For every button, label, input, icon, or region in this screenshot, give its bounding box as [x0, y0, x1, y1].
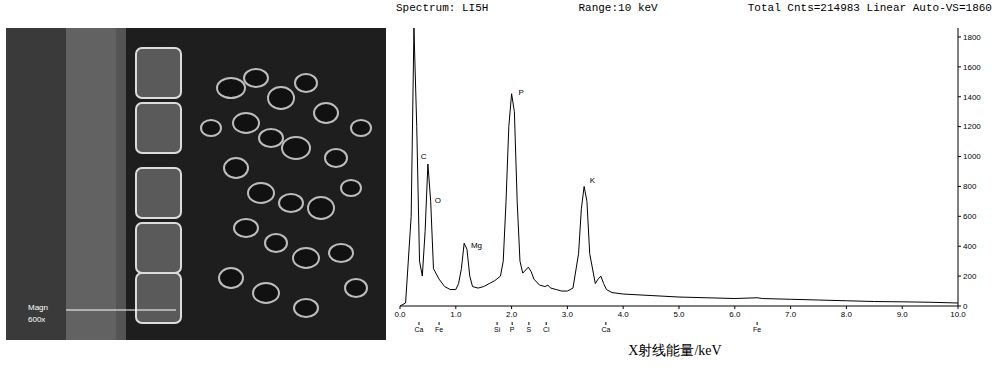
html-text:Range:10 keV: Range:10 keV — [578, 2, 658, 14]
svg-text:4.0: 4.0 — [618, 310, 630, 319]
svg-text:Mg: Mg — [471, 241, 482, 250]
svg-text:1.0: 1.0 — [450, 310, 462, 319]
html-text:X射线能量/keV: X射线能量/keV — [628, 343, 722, 358]
svg-text:1000: 1000 — [963, 152, 981, 161]
svg-text:Fe: Fe — [435, 326, 443, 333]
svg-text:Ca: Ca — [414, 326, 423, 333]
svg-text:P: P — [510, 326, 515, 333]
svg-text:K: K — [590, 176, 596, 185]
svg-text:Magn: Magn — [28, 303, 48, 312]
svg-text:200: 200 — [963, 272, 977, 281]
html-text:Total Cnts=214983 Linear Auto-: Total Cnts=214983 Linear Auto-VS=1860 — [747, 2, 992, 14]
html-text:Spectrum: LI5H: Spectrum: LI5H — [396, 2, 489, 14]
svg-text:Si: Si — [494, 326, 501, 333]
svg-text:5.0: 5.0 — [673, 310, 685, 319]
svg-text:10.0: 10.0 — [950, 310, 966, 319]
svg-text:S: S — [527, 326, 532, 333]
svg-text:0: 0 — [963, 302, 968, 311]
svg-text:Cl: Cl — [543, 326, 550, 333]
svg-text:8.0: 8.0 — [841, 310, 853, 319]
svg-text:1800: 1800 — [963, 33, 981, 42]
svg-text:400: 400 — [963, 242, 977, 251]
svg-text:600: 600 — [963, 212, 977, 221]
svg-text:1400: 1400 — [963, 93, 981, 102]
svg-text:Fe: Fe — [753, 326, 761, 333]
svg-text:P: P — [518, 88, 523, 97]
svg-text:9.0: 9.0 — [897, 310, 909, 319]
svg-text:0.0: 0.0 — [394, 310, 406, 319]
svg-text:O: O — [435, 196, 441, 205]
svg-text:800: 800 — [963, 182, 977, 191]
svg-text:600x: 600x — [28, 315, 45, 324]
svg-text:1600: 1600 — [963, 63, 981, 72]
svg-text:1200: 1200 — [963, 122, 981, 131]
svg-text:2.0: 2.0 — [506, 310, 518, 319]
svg-text:7.0: 7.0 — [785, 310, 797, 319]
svg-text:C: C — [421, 152, 427, 161]
svg-text:6.0: 6.0 — [729, 310, 741, 319]
svg-text:3.0: 3.0 — [562, 310, 574, 319]
svg-text:Ca: Ca — [601, 326, 610, 333]
